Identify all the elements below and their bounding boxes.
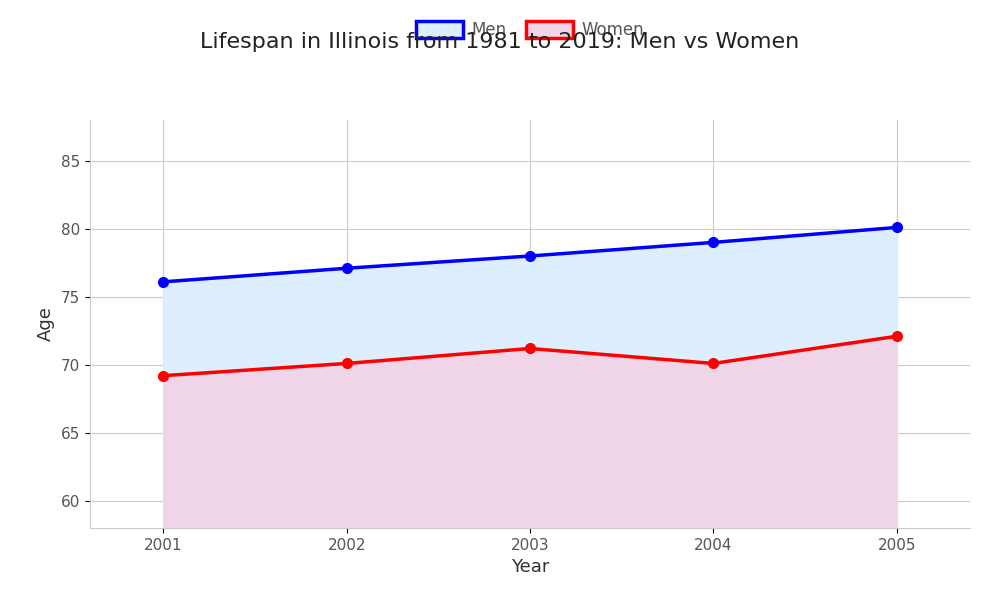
- Text: Lifespan in Illinois from 1981 to 2019: Men vs Women: Lifespan in Illinois from 1981 to 2019: …: [200, 32, 800, 52]
- Legend: Men, Women: Men, Women: [409, 14, 651, 46]
- X-axis label: Year: Year: [511, 558, 549, 576]
- Y-axis label: Age: Age: [37, 307, 55, 341]
